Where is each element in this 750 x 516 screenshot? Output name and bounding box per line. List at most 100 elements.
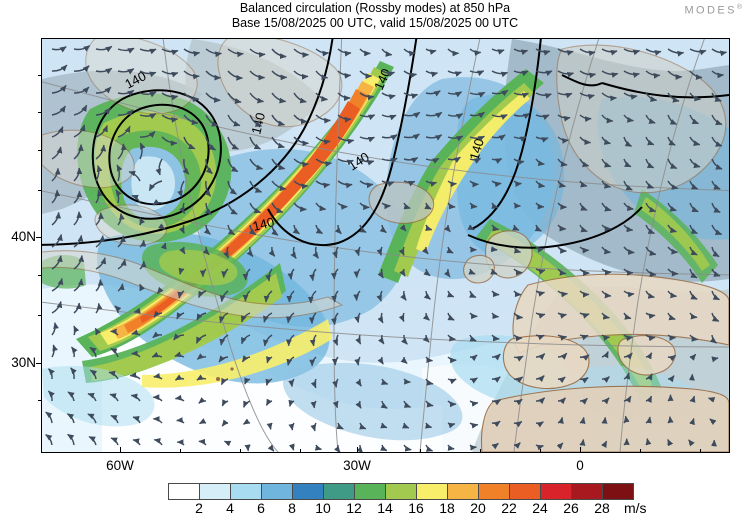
wind-vector: [447, 180, 457, 188]
wind-vector: [359, 180, 374, 189]
wind-vector: [667, 246, 679, 255]
wind-vector: [557, 334, 568, 341]
wind-vector: [309, 334, 317, 347]
wind-vector: [579, 92, 595, 100]
wind-vector: [513, 92, 529, 99]
wind-vector: [447, 334, 456, 342]
wind-vector: [73, 104, 88, 116]
wind-vector: [579, 354, 590, 361]
wind-vector: [469, 400, 479, 407]
wind-vector: [689, 180, 699, 190]
wind-vector: [205, 114, 219, 127]
wind-vector: [359, 92, 375, 101]
wind-vector: [711, 202, 721, 214]
wind-vector: [310, 378, 317, 389]
wind-vector: [579, 438, 586, 446]
wind-vector: [711, 48, 728, 57]
wind-vector: [334, 224, 342, 235]
wind-vector: [354, 356, 361, 366]
wind-vector: [315, 158, 333, 167]
wind-vector: [241, 355, 251, 363]
wind-vector: [158, 223, 166, 230]
wind-vector: [198, 418, 207, 425]
wind-vector: [645, 70, 661, 79]
wind-vector: [221, 399, 229, 407]
wind-vector: [196, 374, 207, 381]
wind-vector: [359, 158, 375, 166]
wind-vector: [513, 158, 525, 166]
wind-vector: [557, 290, 568, 298]
wind-vector: [332, 246, 339, 259]
wind-vector: [403, 111, 421, 119]
wind-vector: [535, 70, 553, 77]
colorbar-swatch: [169, 484, 200, 499]
wind-vector: [689, 290, 698, 300]
wind-vector: [623, 352, 633, 360]
x-axis-label-60w: 60W: [106, 458, 134, 473]
wind-vector: [195, 334, 207, 344]
wind-vector: [425, 180, 438, 187]
wind-vector: [73, 234, 84, 248]
wind-vector: [711, 356, 719, 363]
wind-vector: [223, 440, 232, 447]
logo-registered-mark: ®: [736, 4, 742, 11]
wind-vector: [667, 375, 675, 383]
wind-vector: [513, 246, 522, 254]
wind-vector: [556, 442, 564, 450]
wind-vector: [667, 394, 674, 402]
wind-vector: [443, 268, 451, 278]
wind-vector: [205, 70, 222, 81]
wind-vector: [198, 397, 207, 404]
wind-vector: [220, 377, 229, 386]
wind-vector: [308, 312, 317, 325]
wind-vector: [689, 246, 698, 256]
wind-vector: [667, 268, 679, 277]
wind-vector: [332, 400, 339, 409]
wind-vector: [293, 48, 310, 58]
colorbar-tick-label: 18: [439, 500, 455, 516]
wind-vector: [331, 290, 339, 303]
wind-vector: [51, 277, 64, 292]
x-tick-minor: [540, 449, 542, 453]
wind-vector: [132, 416, 141, 424]
wind-vector: [265, 268, 273, 282]
wind-vector: [227, 48, 244, 58]
wind-vector: [469, 312, 478, 320]
wind-vector: [645, 48, 662, 56]
wind-vector: [66, 413, 75, 424]
wind-vector: [444, 224, 451, 233]
wind-vector: [469, 290, 477, 299]
wind-vector: [331, 356, 339, 366]
wind-vector: [73, 255, 85, 270]
wind-vector: [447, 422, 456, 429]
wind-vector: [403, 444, 412, 452]
wind-vector: [535, 158, 545, 167]
wind-vector: [491, 420, 501, 428]
wind-vector: [579, 397, 588, 405]
wind-vector: [557, 48, 574, 56]
wind-vector: [469, 135, 485, 142]
wind-vector: [601, 268, 612, 276]
wind-vector: [330, 268, 339, 280]
wind-vector: [380, 378, 389, 385]
wind-vector: [535, 180, 546, 189]
colorbar-tick-label: 26: [563, 500, 579, 516]
wind-vector: [601, 136, 611, 145]
wind-vector: [336, 422, 344, 430]
page-title: Balanced circulation (Rossby modes) at 8…: [239, 1, 511, 15]
wind-vector: [425, 48, 437, 55]
wind-vector: [312, 246, 319, 259]
wind-vector: [129, 372, 141, 380]
wind-vector: [645, 224, 655, 235]
wind-vector: [623, 438, 630, 446]
wind-vector: [623, 92, 638, 100]
wind-vector: [601, 290, 612, 299]
wind-vector: [183, 136, 196, 150]
wind-vector: [667, 202, 677, 212]
wind-vector: [381, 202, 391, 210]
wind-vector: [117, 235, 126, 248]
wind-vector: [425, 90, 441, 97]
wind-vector: [359, 114, 376, 121]
wind-vector: [293, 180, 309, 190]
wind-vector: [667, 48, 685, 57]
